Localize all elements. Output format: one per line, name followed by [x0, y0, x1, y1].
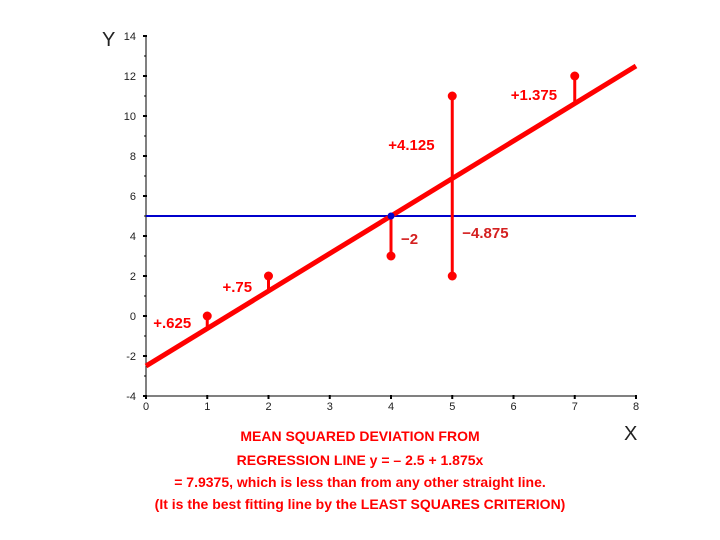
caption-line-1: MEAN SQUARED DEVIATION FROM [240, 428, 480, 444]
deviation-label: −4.875 [462, 225, 508, 242]
x-tick-label: 0 [143, 401, 149, 413]
data-point [386, 251, 396, 261]
y-tick-label: 14 [124, 31, 136, 43]
y-tick-label: 8 [130, 151, 136, 163]
y-tick-label: -2 [126, 351, 136, 363]
x-tick-label: 2 [265, 401, 271, 413]
mean-point [387, 212, 395, 220]
deviation-label: +4.125 [388, 137, 434, 154]
y-tick-label: -4 [126, 391, 136, 403]
x-tick-label: 6 [510, 401, 516, 413]
x-tick-label: 5 [449, 401, 455, 413]
deviation-label: +.625 [153, 315, 191, 332]
x-axis-title: X [624, 423, 637, 445]
y-axis-title: Y [102, 29, 115, 51]
y-tick-label: 10 [124, 111, 136, 123]
y-tick-label: 6 [130, 191, 136, 203]
deviations-layer [205, 76, 577, 329]
y-tick-label: 4 [130, 231, 136, 243]
caption-line-4: (It is the best fitting line by the LEAS… [154, 496, 566, 512]
data-point [202, 311, 212, 321]
data-point [447, 91, 457, 101]
y-tick-label: 2 [130, 271, 136, 283]
deviation-label: −2 [401, 231, 418, 248]
data-point [264, 271, 273, 281]
deviation-label: +1.375 [511, 87, 557, 104]
x-tick-label: 3 [327, 401, 333, 413]
y-tick-label: 0 [130, 311, 136, 323]
points-layer [202, 71, 580, 321]
x-tick-label: 8 [633, 401, 639, 413]
deviation-label: +.75 [223, 279, 253, 296]
data-point [570, 71, 580, 81]
x-tick-label: 1 [204, 401, 210, 413]
data-point [447, 271, 457, 281]
caption-line-2: REGRESSION LINE y = – 2.5 + 1.875x [236, 452, 484, 468]
x-tick-label: 4 [388, 401, 394, 413]
y-tick-label: 12 [124, 71, 136, 83]
caption-line-3: = 7.9375, which is less than from any ot… [174, 474, 546, 490]
labels-layer: +.625 +.75 −2 +4.125 −4.875 +1.375 [153, 87, 557, 332]
x-tick-label: 7 [572, 401, 578, 413]
